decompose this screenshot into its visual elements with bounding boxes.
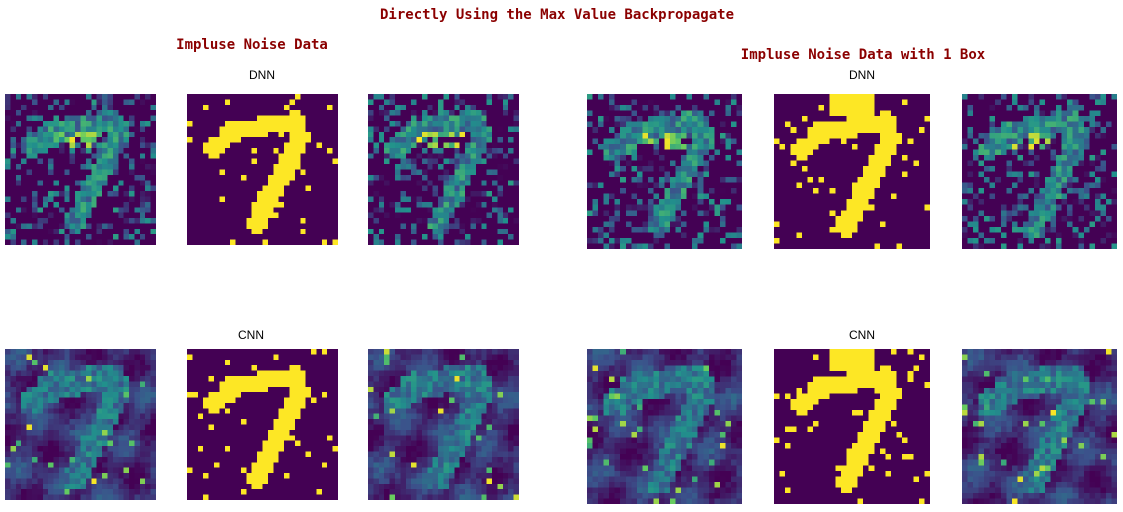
- right-dnn-overlay-map: [962, 94, 1117, 249]
- right-cnn-overlay-map: [962, 349, 1117, 504]
- right-group-title: Impluse Noise Data with 1 Box: [740, 47, 986, 63]
- right-cnn-label: CNN: [849, 328, 875, 342]
- right-cnn-saliency-map: [587, 349, 742, 504]
- left-cnn-input-image: [187, 349, 338, 500]
- right-dnn-label: DNN: [849, 68, 875, 82]
- left-group-title: Impluse Noise Data: [176, 37, 328, 53]
- figure-title: Directly Using the Max Value Backpropaga…: [379, 7, 735, 23]
- right-dnn-input-image: [774, 94, 930, 249]
- left-cnn-saliency-map: [5, 349, 156, 500]
- left-cnn-label: CNN: [238, 328, 264, 342]
- left-dnn-overlay-map: [368, 94, 519, 245]
- left-dnn-saliency-map: [5, 94, 156, 245]
- right-cnn-input-image: [774, 349, 930, 504]
- left-dnn-label: DNN: [249, 68, 275, 82]
- left-dnn-input-image: [187, 94, 338, 245]
- left-cnn-overlay-map: [368, 349, 519, 500]
- right-dnn-saliency-map: [587, 94, 742, 249]
